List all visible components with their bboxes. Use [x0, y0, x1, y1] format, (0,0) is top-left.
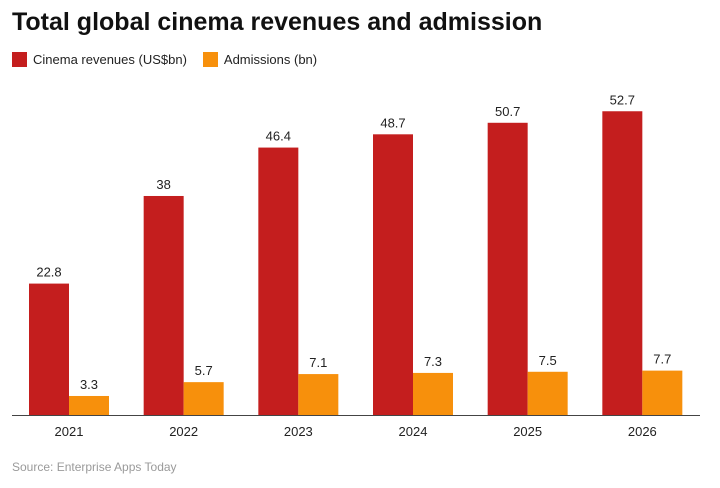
data-label-admissions-bn-2024: 7.3 [424, 354, 442, 369]
bar-cinema-revenues-us-bn-2026 [602, 111, 643, 416]
data-label-admissions-bn-2025: 7.5 [539, 353, 557, 368]
x-tick-label-2025: 2025 [513, 424, 542, 439]
x-tick-label-2024: 2024 [399, 424, 428, 439]
data-label-cinema-revenues-us-bn-2023: 46.4 [266, 129, 291, 144]
data-label-admissions-bn-2021: 3.3 [80, 377, 98, 392]
x-tick-label-2023: 2023 [284, 424, 313, 439]
data-label-cinema-revenues-us-bn-2024: 48.7 [380, 115, 405, 130]
bar-cinema-revenues-us-bn-2023 [258, 147, 299, 416]
bar-cinema-revenues-us-bn-2022 [143, 195, 184, 415]
data-label-admissions-bn-2026: 7.7 [653, 352, 671, 367]
legend-item-revenues: Cinema revenues (US$bn) [12, 52, 187, 67]
legend-label-revenues: Cinema revenues (US$bn) [33, 52, 187, 67]
data-label-cinema-revenues-us-bn-2026: 52.7 [610, 92, 635, 107]
bar-cinema-revenues-us-bn-2021 [29, 283, 69, 415]
bar-admissions-bn-2021 [69, 395, 109, 415]
bar-admissions-bn-2026 [642, 370, 683, 415]
bar-admissions-bn-2022 [183, 382, 224, 415]
bar-admissions-bn-2025 [527, 371, 568, 415]
x-tick-label-2022: 2022 [169, 424, 198, 439]
data-label-admissions-bn-2022: 5.7 [195, 363, 213, 378]
data-label-cinema-revenues-us-bn-2022: 38 [156, 177, 170, 192]
bar-chart: 22.8 3.3 2021 38 5.7 2022 46.4 7.1 2023 48.7 7.3 20… [12, 92, 700, 439]
legend: Cinema revenues (US$bn) Admissions (bn) [12, 52, 333, 67]
legend-swatch-admissions [202, 52, 218, 67]
data-label-cinema-revenues-us-bn-2021: 22.8 [36, 265, 61, 280]
legend-label-admissions: Admissions (bn) [223, 52, 318, 67]
bar-admissions-bn-2024 [413, 372, 453, 415]
x-tick-label-2021: 2021 [55, 424, 84, 439]
legend-item-admissions: Admissions (bn) [202, 52, 318, 67]
data-label-admissions-bn-2023: 7.1 [309, 355, 327, 370]
legend-swatch-revenues [12, 52, 27, 67]
bar-admissions-bn-2023 [298, 374, 339, 415]
data-label-cinema-revenues-us-bn-2025: 50.7 [495, 104, 520, 119]
source-note: Source: Enterprise Apps Today [12, 460, 177, 474]
x-tick-label-2026: 2026 [628, 424, 657, 439]
chart-title: Total global cinema revenues and admissi… [12, 8, 543, 36]
bar-cinema-revenues-us-bn-2024 [373, 134, 413, 415]
bar-cinema-revenues-us-bn-2025 [487, 122, 528, 416]
